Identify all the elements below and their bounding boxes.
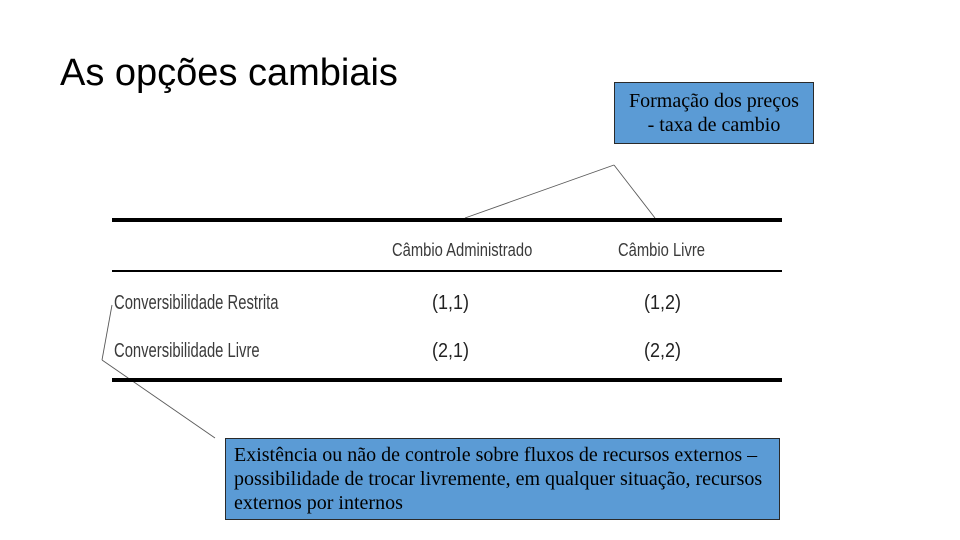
table-rule-mid bbox=[112, 270, 782, 272]
callout-top: Formação dos preços - taxa de cambio bbox=[614, 82, 814, 144]
callout-bottom: Existência ou não de controle sobre flux… bbox=[225, 438, 780, 520]
column-header-administered: Câmbio Administrado bbox=[392, 240, 532, 261]
cell-2-2: (2,2) bbox=[644, 340, 681, 363]
column-header-free: Câmbio Livre bbox=[618, 240, 705, 261]
row-label-free: Conversibilidade Livre bbox=[114, 340, 260, 363]
callout-top-text: Formação dos preços - taxa de cambio bbox=[629, 90, 799, 136]
cell-1-1: (1,1) bbox=[432, 292, 469, 315]
row-label-restricted: Conversibilidade Restrita bbox=[114, 292, 279, 315]
table-rule-top bbox=[112, 218, 782, 222]
slide: As opções cambiais Formação dos preços -… bbox=[0, 0, 960, 540]
callout-bottom-text: Existência ou não de controle sobre flux… bbox=[234, 443, 771, 515]
cell-2-1: (2,1) bbox=[432, 340, 469, 363]
cell-1-2: (1,2) bbox=[644, 292, 681, 315]
page-title: As opções cambiais bbox=[60, 52, 398, 95]
table-rule-bottom bbox=[112, 378, 782, 382]
